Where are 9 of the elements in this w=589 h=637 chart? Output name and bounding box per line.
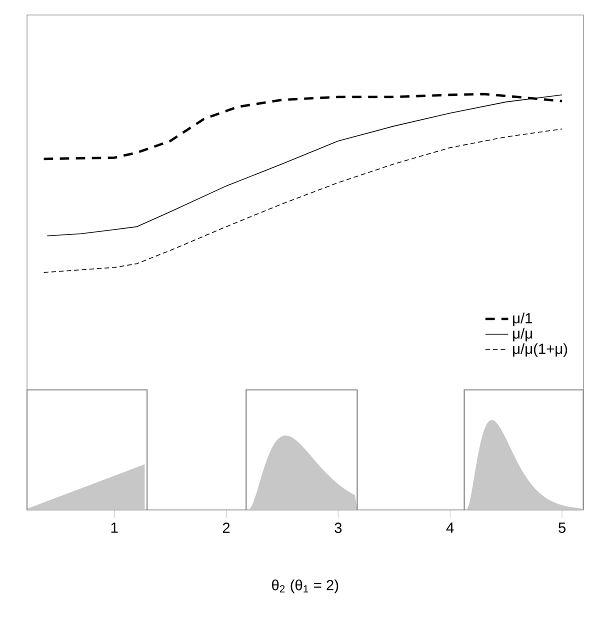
x-axis-title: θ$_{2}$ (θ$_{1}$ = 2) — [272, 580, 338, 594]
x-tick-label: 2 — [222, 522, 230, 533]
legend-label: μ/μ — [512, 328, 532, 342]
legend-label: μ/μ(1+μ) — [512, 343, 567, 357]
x-tick-label: 3 — [334, 522, 342, 534]
legend-label: μ/1 — [512, 312, 532, 326]
x-tick-label: 5 — [558, 522, 566, 533]
x-tick-label: 1 — [111, 522, 118, 533]
x-tick-label: 4 — [446, 522, 454, 533]
